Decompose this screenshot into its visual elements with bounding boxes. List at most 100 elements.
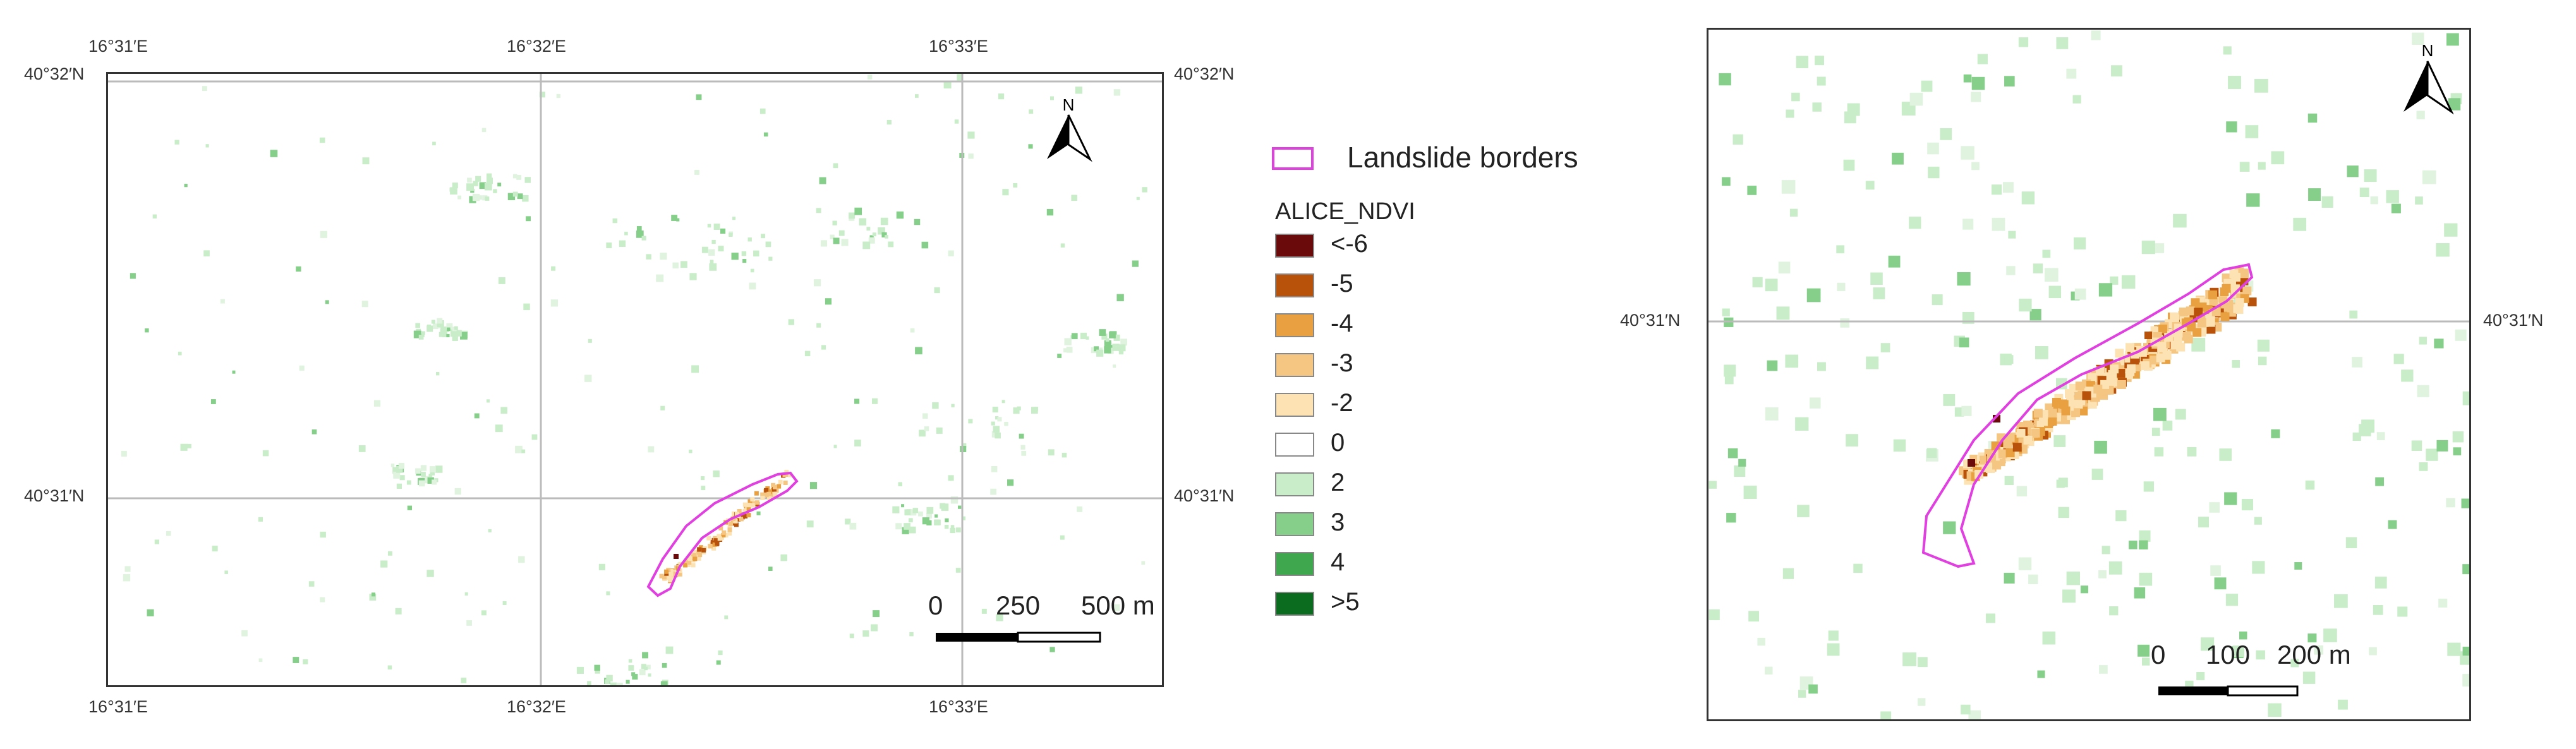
right-scale-label-200: 200 m [2277,640,2351,669]
vegetation-pixel [2374,577,2387,589]
vegetation-pixel [2175,409,2186,420]
vegetation-pixel [926,513,932,518]
vegetation-pixel [392,467,399,474]
vegetation-pixel [512,191,518,197]
vegetation-pixel [1113,364,1116,368]
vegetation-pixel [915,347,922,355]
vegetation-pixel [606,591,610,596]
vegetation-pixel [713,224,720,230]
vegetation-pixel [1991,184,2002,195]
left-lon-top-1: 16°31′E [88,37,148,56]
vegetation-pixel [1007,479,1014,486]
ndvi-pixel [785,472,790,477]
vegetation-pixel [2066,572,2081,585]
ndvi-pixel [2242,286,2252,296]
vegetation-pixel [833,237,840,244]
ndvi-pixel [760,492,765,497]
vegetation-pixel [1099,329,1106,336]
vegetation-pixel [406,480,411,485]
vegetation-pixel [2091,30,2101,40]
vegetation-pixel [957,74,964,81]
vegetation-pixel [955,568,961,573]
vegetation-pixel [830,234,835,239]
vegetation-pixel [1971,92,1981,102]
vegetation-pixel [1789,208,1798,217]
vegetation-pixel [1843,159,1855,171]
ndvi-pixel [743,513,748,518]
vegetation-pixel [2455,329,2467,341]
vegetation-pixel [1013,183,1018,188]
vegetation-pixel [518,556,525,563]
vegetation-pixel [1116,294,1124,301]
right-scale-bar-white [2227,685,2299,697]
vegetation-pixel [962,443,967,448]
legend-item-label: <-6 [1331,230,1368,258]
vegetation-pixel [832,220,837,225]
vegetation-pixel [2143,481,2154,492]
vegetation-pixel [455,330,462,337]
ndvi-pixel [717,536,722,541]
vegetation-pixel [407,505,413,510]
vegetation-pixel [584,374,592,382]
vegetation-pixel [390,464,395,467]
vegetation-pixel [741,251,747,256]
ndvi-pixel [717,534,722,539]
vegetation-pixel [881,232,887,237]
vegetation-pixel [1927,142,1939,155]
ndvi-pixel [2048,409,2057,418]
ndvi-pixel [2186,306,2195,316]
vegetation-pixel [2219,448,2232,461]
vegetation-pixel [2444,223,2458,237]
vegetation-pixel [426,570,434,577]
vegetation-pixel [2138,644,2150,657]
ndvi-pixel [783,480,788,485]
vegetation-pixel [868,75,873,80]
left-map-frame[interactable]: N 0 250 500 m [106,72,1164,687]
vegetation-pixel [466,183,475,191]
left-north-arrow-icon [1047,114,1092,162]
vegetation-pixel [809,482,818,489]
vegetation-pixel [1870,272,1883,285]
vegetation-pixel [393,471,401,479]
vegetation-pixel [2074,288,2086,300]
vegetation-pixel [610,682,617,685]
vegetation-pixel [493,189,497,193]
ndvi-pixel [2023,435,2033,445]
left-map-canvas: N [108,74,1162,685]
vegetation-pixel [512,174,517,179]
vegetation-pixel [2225,594,2239,606]
vegetation-pixel [2141,657,2150,666]
vegetation-pixel [1049,647,1055,652]
vegetation-pixel [362,157,370,165]
vegetation-pixel [1001,400,1005,404]
ndvi-pixel [2048,417,2057,426]
vegetation-pixel [2153,407,2167,421]
left-lon-bottom-3: 16°33′E [929,697,988,716]
vegetation-pixel [2151,428,2160,436]
ndvi-pixel [692,556,698,561]
vegetation-pixel [849,522,857,530]
ndvi-pixel [686,562,691,567]
vegetation-pixel [2305,480,2315,490]
vegetation-pixel [1077,506,1083,512]
ndvi-pixel [2127,364,2136,373]
vegetation-pixel [2352,357,2362,368]
vegetation-pixel [885,235,888,239]
vegetation-pixel [2018,37,2029,47]
vegetation-pixel [642,652,649,659]
right-map-frame[interactable]: N 0 100 200 m [1707,28,2471,721]
vegetation-pixel [804,351,811,357]
vegetation-pixel [662,662,667,668]
vegetation-pixel [2228,76,2241,89]
vegetation-pixel [2004,572,2015,584]
vegetation-pixel [862,241,871,249]
vegetation-pixel [2391,203,2401,213]
vegetation-pixel [2462,674,2469,687]
vegetation-pixel [488,529,492,533]
vegetation-pixel [2035,346,2048,359]
vegetation-pixel [869,235,874,239]
vegetation-pixel [1917,657,1928,668]
vegetation-pixel [680,261,687,268]
vegetation-pixel [2373,604,2383,615]
vegetation-pixel [1940,128,1952,140]
